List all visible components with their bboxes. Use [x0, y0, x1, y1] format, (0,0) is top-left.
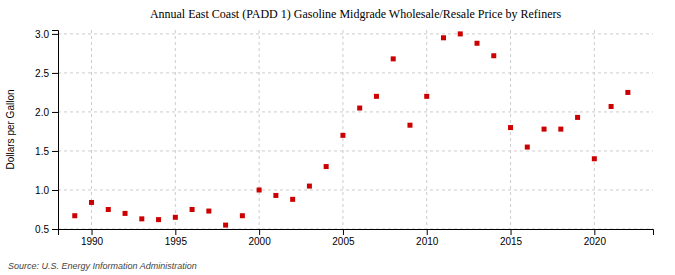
tick-label: 2020 — [584, 236, 607, 247]
point — [290, 197, 295, 202]
tick-label: 2010 — [416, 236, 439, 247]
point — [173, 215, 178, 220]
point — [609, 104, 614, 109]
chart: 1990 1995 2000 2005 2010 2015 2020 0.5 1.0 1.5 2.0… — [0, 0, 675, 275]
point — [106, 207, 111, 212]
point — [190, 207, 195, 212]
tick-label: 1.0 — [35, 185, 49, 196]
point — [475, 41, 480, 46]
axis-line — [59, 230, 654, 236]
point — [407, 123, 412, 128]
tick-mark — [52, 112, 58, 113]
tick: 2010 — [416, 229, 439, 247]
point — [542, 127, 547, 132]
tick-mark — [52, 229, 58, 230]
point — [72, 213, 77, 218]
tick-label: 2.0 — [35, 107, 49, 118]
point — [374, 94, 379, 99]
tick: 2.5 — [35, 68, 58, 79]
tick: 1.0 — [35, 185, 58, 196]
tick-mark — [175, 229, 176, 235]
tick-mark — [594, 229, 595, 235]
point — [324, 164, 329, 169]
tick-label: 2015 — [500, 236, 523, 247]
point — [223, 223, 228, 228]
point — [508, 125, 513, 130]
point — [357, 106, 362, 111]
grid-line — [175, 30, 176, 229]
grid-line — [58, 189, 653, 190]
tick-label: 2000 — [249, 236, 272, 247]
point — [525, 145, 530, 150]
tick: 2.0 — [35, 107, 58, 118]
tick: 2015 — [500, 229, 523, 247]
point — [391, 56, 396, 61]
title: Annual East Coast (PADD 1) Gasoline Midg… — [150, 7, 562, 21]
point — [491, 53, 496, 58]
tick-mark — [52, 73, 58, 74]
tick-mark — [52, 190, 58, 191]
point — [340, 133, 345, 138]
grid-line — [259, 30, 260, 229]
point — [558, 127, 563, 132]
point — [123, 211, 128, 216]
tick: 1995 — [165, 229, 188, 247]
x-axis: 1990 1995 2000 2005 2010 2015 2020 — [59, 229, 654, 247]
point — [424, 94, 429, 99]
grid-line — [426, 30, 427, 229]
tick-label: 1995 — [165, 236, 188, 247]
point — [273, 193, 278, 198]
tick-label: 0.5 — [35, 224, 49, 235]
point — [625, 90, 630, 95]
tick: 2005 — [332, 229, 355, 247]
tick-mark — [52, 151, 58, 152]
tick-mark — [92, 229, 93, 235]
annotation: Source: U.S. Energy Information Administ… — [8, 261, 197, 271]
tick: 2000 — [249, 229, 272, 247]
point — [592, 156, 597, 161]
tick: 0.5 — [35, 224, 58, 235]
point — [458, 31, 463, 36]
point — [441, 35, 446, 40]
tick-mark — [259, 229, 260, 235]
tick-label: 2005 — [332, 236, 355, 247]
point — [307, 184, 312, 189]
point — [206, 209, 211, 214]
tick: 1.5 — [35, 146, 58, 157]
tick-label: 3.0 — [35, 29, 49, 40]
tick-label: 2.5 — [35, 68, 49, 79]
tick: 1990 — [81, 229, 104, 247]
tick-label: 1990 — [81, 236, 104, 247]
grid-line — [58, 72, 653, 73]
tick-mark — [343, 229, 344, 235]
point — [240, 213, 245, 218]
tick: 2020 — [584, 229, 607, 247]
y-axis-title: Dollars per Gallon — [5, 89, 16, 169]
grid-line — [594, 30, 595, 229]
grid — [58, 30, 653, 229]
axis-line — [52, 31, 59, 230]
point — [89, 200, 94, 205]
grid-line — [58, 33, 653, 34]
tick-mark — [511, 229, 512, 235]
grid-line — [58, 111, 653, 112]
point — [575, 115, 580, 120]
grid-line — [342, 30, 343, 229]
point — [257, 187, 262, 192]
tick-label: 1.5 — [35, 146, 49, 157]
point — [156, 217, 161, 222]
grid-line — [58, 150, 653, 151]
y-axis: 0.5 1.0 1.5 2.0 2.5 3.0 — [35, 29, 58, 235]
tick-mark — [52, 34, 58, 35]
grid-line — [91, 30, 92, 229]
plot: 1990 1995 2000 2005 2010 2015 2020 0.5 1.0 1.5 2.0… — [35, 29, 653, 247]
point — [139, 216, 144, 221]
tick: 3.0 — [35, 29, 58, 40]
tick-mark — [427, 229, 428, 235]
points — [72, 31, 630, 227]
